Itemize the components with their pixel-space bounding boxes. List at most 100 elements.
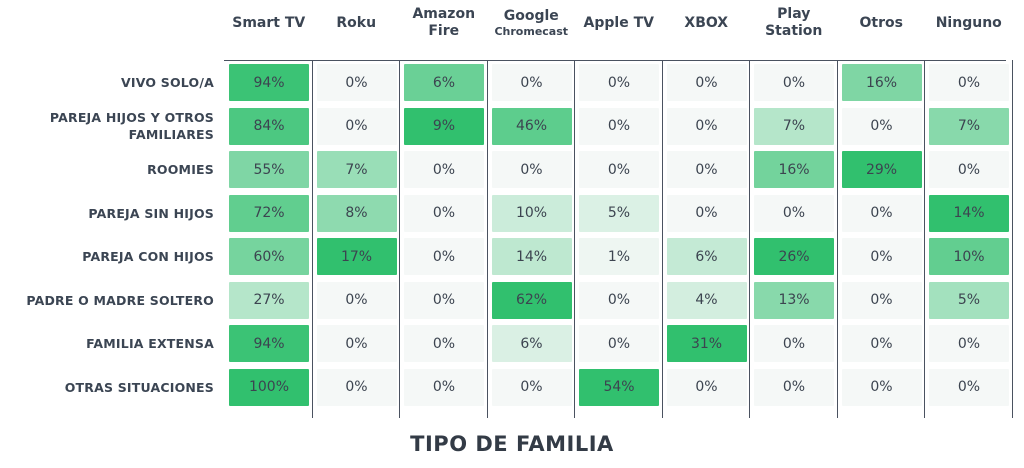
heatmap-cell: 0% [754, 325, 834, 362]
heatmap-cell: 0% [491, 368, 572, 406]
column-header: Roku [336, 14, 377, 31]
heatmap-cell: 0% [841, 325, 922, 362]
heatmap-cell: 0% [491, 64, 572, 101]
heatmap-cell: 0% [929, 368, 1009, 406]
column-header: Ninguno [935, 14, 1002, 31]
heatmap-cell: 9% [404, 107, 484, 145]
row-label: PAREJA HIJOS Y OTROS FAMILIARES [49, 110, 214, 142]
column-divider [399, 60, 400, 418]
heatmap-cell: 46% [491, 107, 572, 145]
x-axis-title: TIPO DE FAMILIA [410, 432, 614, 456]
heatmap-cell: 0% [316, 64, 397, 101]
heatmap-cell: 0% [666, 194, 747, 232]
column-divider [661, 60, 663, 418]
column-header: Otros [859, 14, 903, 31]
row-label: PAREJA CON HIJOS [82, 249, 214, 264]
heatmap-cell: 0% [316, 325, 397, 362]
column-divider [311, 60, 313, 418]
heatmap-cell: 0% [316, 281, 397, 319]
heatmap-cell: 7% [754, 107, 834, 145]
column-divider [1011, 60, 1013, 418]
heatmap-cell: 0% [404, 238, 484, 275]
heatmap-cell: 0% [929, 151, 1009, 188]
heatmap-cell: 0% [666, 64, 747, 101]
heatmap-cell: 0% [754, 194, 834, 232]
heatmap-cell: 16% [841, 64, 922, 101]
heatmap-cell: 54% [579, 368, 659, 406]
row-label: VIVO SOLO/A [121, 75, 214, 90]
heatmap-cell: 10% [929, 238, 1009, 275]
heatmap-cell: 0% [754, 64, 834, 101]
column-header: Play Station [765, 6, 823, 39]
heatmap-cell: 0% [579, 281, 659, 319]
heatmap-cell: 4% [666, 281, 747, 319]
column-divider [486, 60, 488, 418]
heatmap-cell: 17% [316, 238, 397, 275]
heatmap-cell: 0% [841, 281, 922, 319]
heatmap-cell: 0% [841, 107, 922, 145]
heatmap-cell: 60% [229, 238, 309, 275]
header-rule [224, 60, 1006, 61]
heatmap-cell: 94% [229, 64, 309, 101]
heatmap-cell: 13% [754, 281, 834, 319]
heatmap-cell: 0% [929, 325, 1009, 362]
heatmap-cell: 0% [404, 194, 484, 232]
heatmap-cell: 0% [579, 325, 659, 362]
heatmap-cell: 0% [316, 368, 397, 406]
heatmap-cell: 1% [579, 238, 659, 275]
heatmap-cell: 0% [579, 151, 659, 188]
heatmap-cell: 0% [841, 368, 922, 406]
heatmap-cell: 0% [929, 64, 1009, 101]
heatmap-cell: 27% [229, 281, 309, 319]
heatmap-cell: 0% [316, 107, 397, 145]
row-label: ROOMIES [147, 162, 214, 177]
heatmap-cell: 5% [929, 281, 1009, 319]
row-label: FAMILIA EXTENSA [86, 336, 214, 351]
column-header: XBOX [684, 14, 729, 31]
heatmap-cell: 0% [404, 368, 484, 406]
heatmap-cell: 16% [754, 151, 834, 188]
heatmap-cell: 62% [491, 281, 572, 319]
heatmap-cell: 84% [229, 107, 309, 145]
heatmap-cell: 94% [229, 325, 309, 362]
column-divider [836, 60, 838, 418]
heatmap-cell: 0% [579, 107, 659, 145]
heatmap-cell: 6% [404, 64, 484, 101]
column-header: Apple TV [583, 14, 654, 31]
column-divider [749, 60, 750, 418]
heatmap-cell: 14% [491, 238, 572, 275]
heatmap-cell: 14% [929, 194, 1009, 232]
heatmap-cell: 6% [666, 238, 747, 275]
heatmap-cell: 7% [929, 107, 1009, 145]
column-header: Google Chromecast [494, 7, 569, 38]
heatmap-cell: 0% [579, 64, 659, 101]
heatmap-cell: 0% [666, 368, 747, 406]
heatmap-cell: 6% [491, 325, 572, 362]
column-divider [574, 60, 575, 418]
heatmap-cell: 5% [579, 194, 659, 232]
heatmap-cell: 8% [316, 194, 397, 232]
heatmap-cell: 0% [666, 151, 747, 188]
heatmap-cell: 0% [404, 325, 484, 362]
heatmap-cell: 29% [841, 151, 922, 188]
heatmap-cell: 0% [491, 151, 572, 188]
row-label: OTRAS SITUACIONES [64, 379, 214, 395]
heatmap-cell: 0% [841, 238, 922, 275]
heatmap-cell: 0% [404, 151, 484, 188]
heatmap-cell: 100% [229, 368, 309, 406]
heatmap-cell: 10% [491, 194, 572, 232]
row-label: PAREJA SIN HIJOS [88, 205, 214, 221]
heatmap-cell: 0% [841, 194, 922, 232]
heatmap-cell: 0% [754, 368, 834, 406]
column-header: Smart TV [232, 14, 306, 31]
heatmap-cell: 72% [229, 194, 309, 232]
column-divider [924, 60, 925, 418]
heatmap-cell: 0% [404, 281, 484, 319]
heatmap-cell: 31% [666, 325, 747, 362]
heatmap-cell: 55% [229, 151, 309, 188]
heatmap-cell: 0% [666, 107, 747, 145]
row-label: PADRE O MADRE SOLTERO [26, 292, 214, 308]
heatmap-cell: 7% [316, 151, 397, 188]
heatmap-cell: 26% [754, 238, 834, 275]
column-header: Amazon Fire [412, 6, 476, 39]
